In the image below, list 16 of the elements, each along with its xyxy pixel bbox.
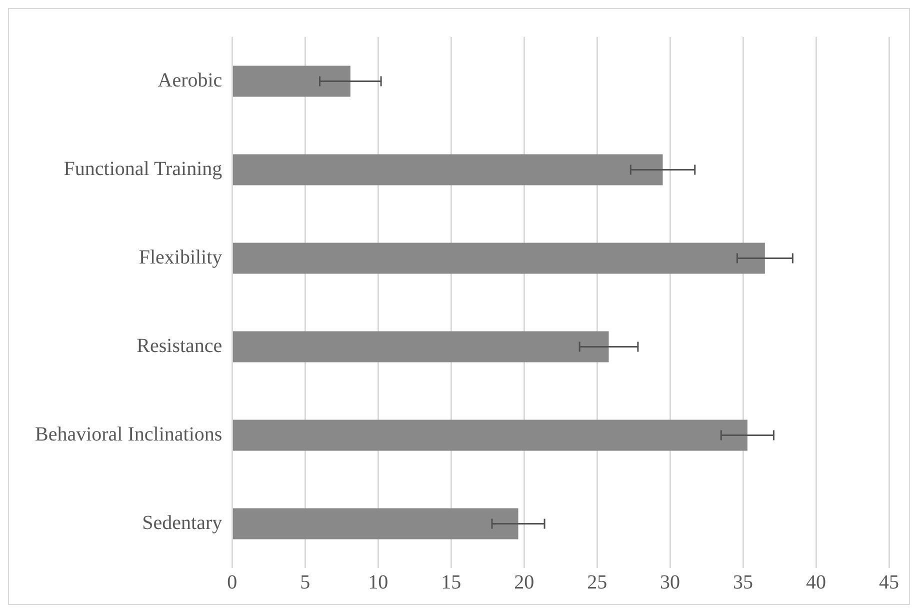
x-tick-label: 10 bbox=[368, 571, 388, 594]
x-tick-label: 40 bbox=[806, 571, 826, 594]
y-tick-label: Resistance bbox=[136, 335, 222, 357]
y-tick-label: Sedentary bbox=[142, 512, 222, 534]
x-tick-label: 25 bbox=[587, 571, 608, 594]
x-tick-label: 45 bbox=[879, 571, 899, 594]
x-tick-label: 0 bbox=[227, 571, 238, 594]
x-tick-label: 30 bbox=[660, 571, 680, 594]
y-tick-label: Functional Training bbox=[64, 158, 222, 180]
x-tick-label: 5 bbox=[300, 571, 310, 594]
x-tick-label: 20 bbox=[514, 571, 534, 594]
x-tick-label: 35 bbox=[733, 571, 754, 594]
y-tick-label: Aerobic bbox=[158, 70, 222, 92]
y-tick-label: Flexibility bbox=[138, 246, 222, 268]
y-tick-label: Behavioral Inclinations bbox=[34, 424, 222, 446]
x-tick-label: 15 bbox=[441, 571, 462, 594]
